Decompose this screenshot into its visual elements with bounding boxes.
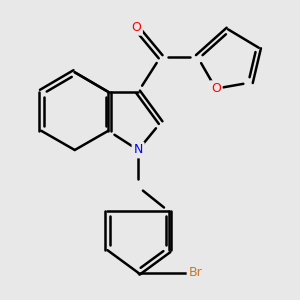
Text: N: N	[134, 143, 143, 157]
Text: O: O	[211, 82, 221, 95]
Text: Br: Br	[188, 266, 202, 279]
Text: O: O	[131, 21, 141, 34]
